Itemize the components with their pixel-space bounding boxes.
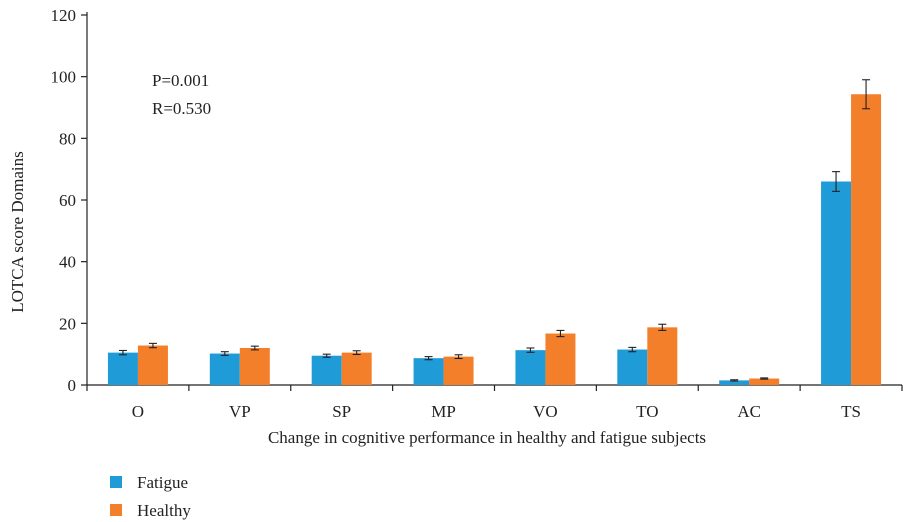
error-bar [352,350,361,356]
bars [107,94,882,385]
x-tick-label: TS [841,402,861,421]
x-tick-label: VP [229,402,251,421]
y-axis-title: LOTCA score Domains [8,151,27,312]
bar-fatigue-ac [719,380,750,385]
x-tick-label: MP [431,402,456,421]
bar-fatigue-to [617,349,648,385]
x-tick-label: O [132,402,144,421]
error-bar [220,351,229,356]
legend-swatch-healthy [110,504,122,516]
bar-healthy-vo [545,333,576,385]
error-bar [148,342,157,349]
error-bar [730,379,739,382]
error-bar [424,356,433,361]
legend: Fatigue Healthy [110,473,191,520]
bar-healthy-vp [239,348,270,385]
annotation-r-value: R=0.530 [152,99,211,118]
y-tick-label: 20 [59,314,76,333]
error-bar [628,346,637,353]
x-axis-title: Change in cognitive performance in healt… [268,428,706,447]
error-bar [322,353,331,358]
bar-fatigue-sp [311,355,342,385]
bar-healthy-ts [851,94,882,385]
legend-label-fatigue: Fatigue [137,473,188,492]
y-tick-label: 80 [59,129,76,148]
x-tick-label: VO [533,402,558,421]
bar-fatigue-vp [209,353,240,385]
bar-healthy-mp [443,356,474,385]
error-bars [118,79,871,382]
legend-label-healthy: Healthy [137,501,191,520]
bar-fatigue-mp [413,358,444,385]
error-bar [118,349,127,356]
x-tick-label: SP [332,402,351,421]
y-tick-label: 100 [51,68,77,87]
bar-healthy-to [647,327,678,385]
error-bar [454,354,463,360]
x-tick-label: AC [737,402,761,421]
error-bar [556,329,565,338]
bar-fatigue-ts [821,181,852,385]
error-bar [832,171,841,192]
error-bar [250,345,259,351]
annotation-p-value: P=0.001 [152,71,209,90]
y-tick-label: 60 [59,191,76,210]
y-tick-label: 0 [68,376,77,395]
y-tick-label: 40 [59,253,76,272]
bar-healthy-sp [341,352,372,385]
bar-fatigue-vo [515,350,546,385]
error-bar [526,347,535,353]
bar-healthy-ac [749,378,780,385]
bar-healthy-o [137,345,168,385]
legend-swatch-fatigue [110,476,122,488]
y-axis: 0 20 40 60 80 100 120 [51,6,88,395]
x-axis: O VP SP MP VO TO AC TS [86,384,903,421]
error-bar [760,377,769,380]
error-bar [862,79,871,110]
y-tick-label: 120 [51,6,77,25]
bar-fatigue-o [107,352,138,385]
x-tick-label: TO [636,402,658,421]
error-bar [658,323,667,331]
